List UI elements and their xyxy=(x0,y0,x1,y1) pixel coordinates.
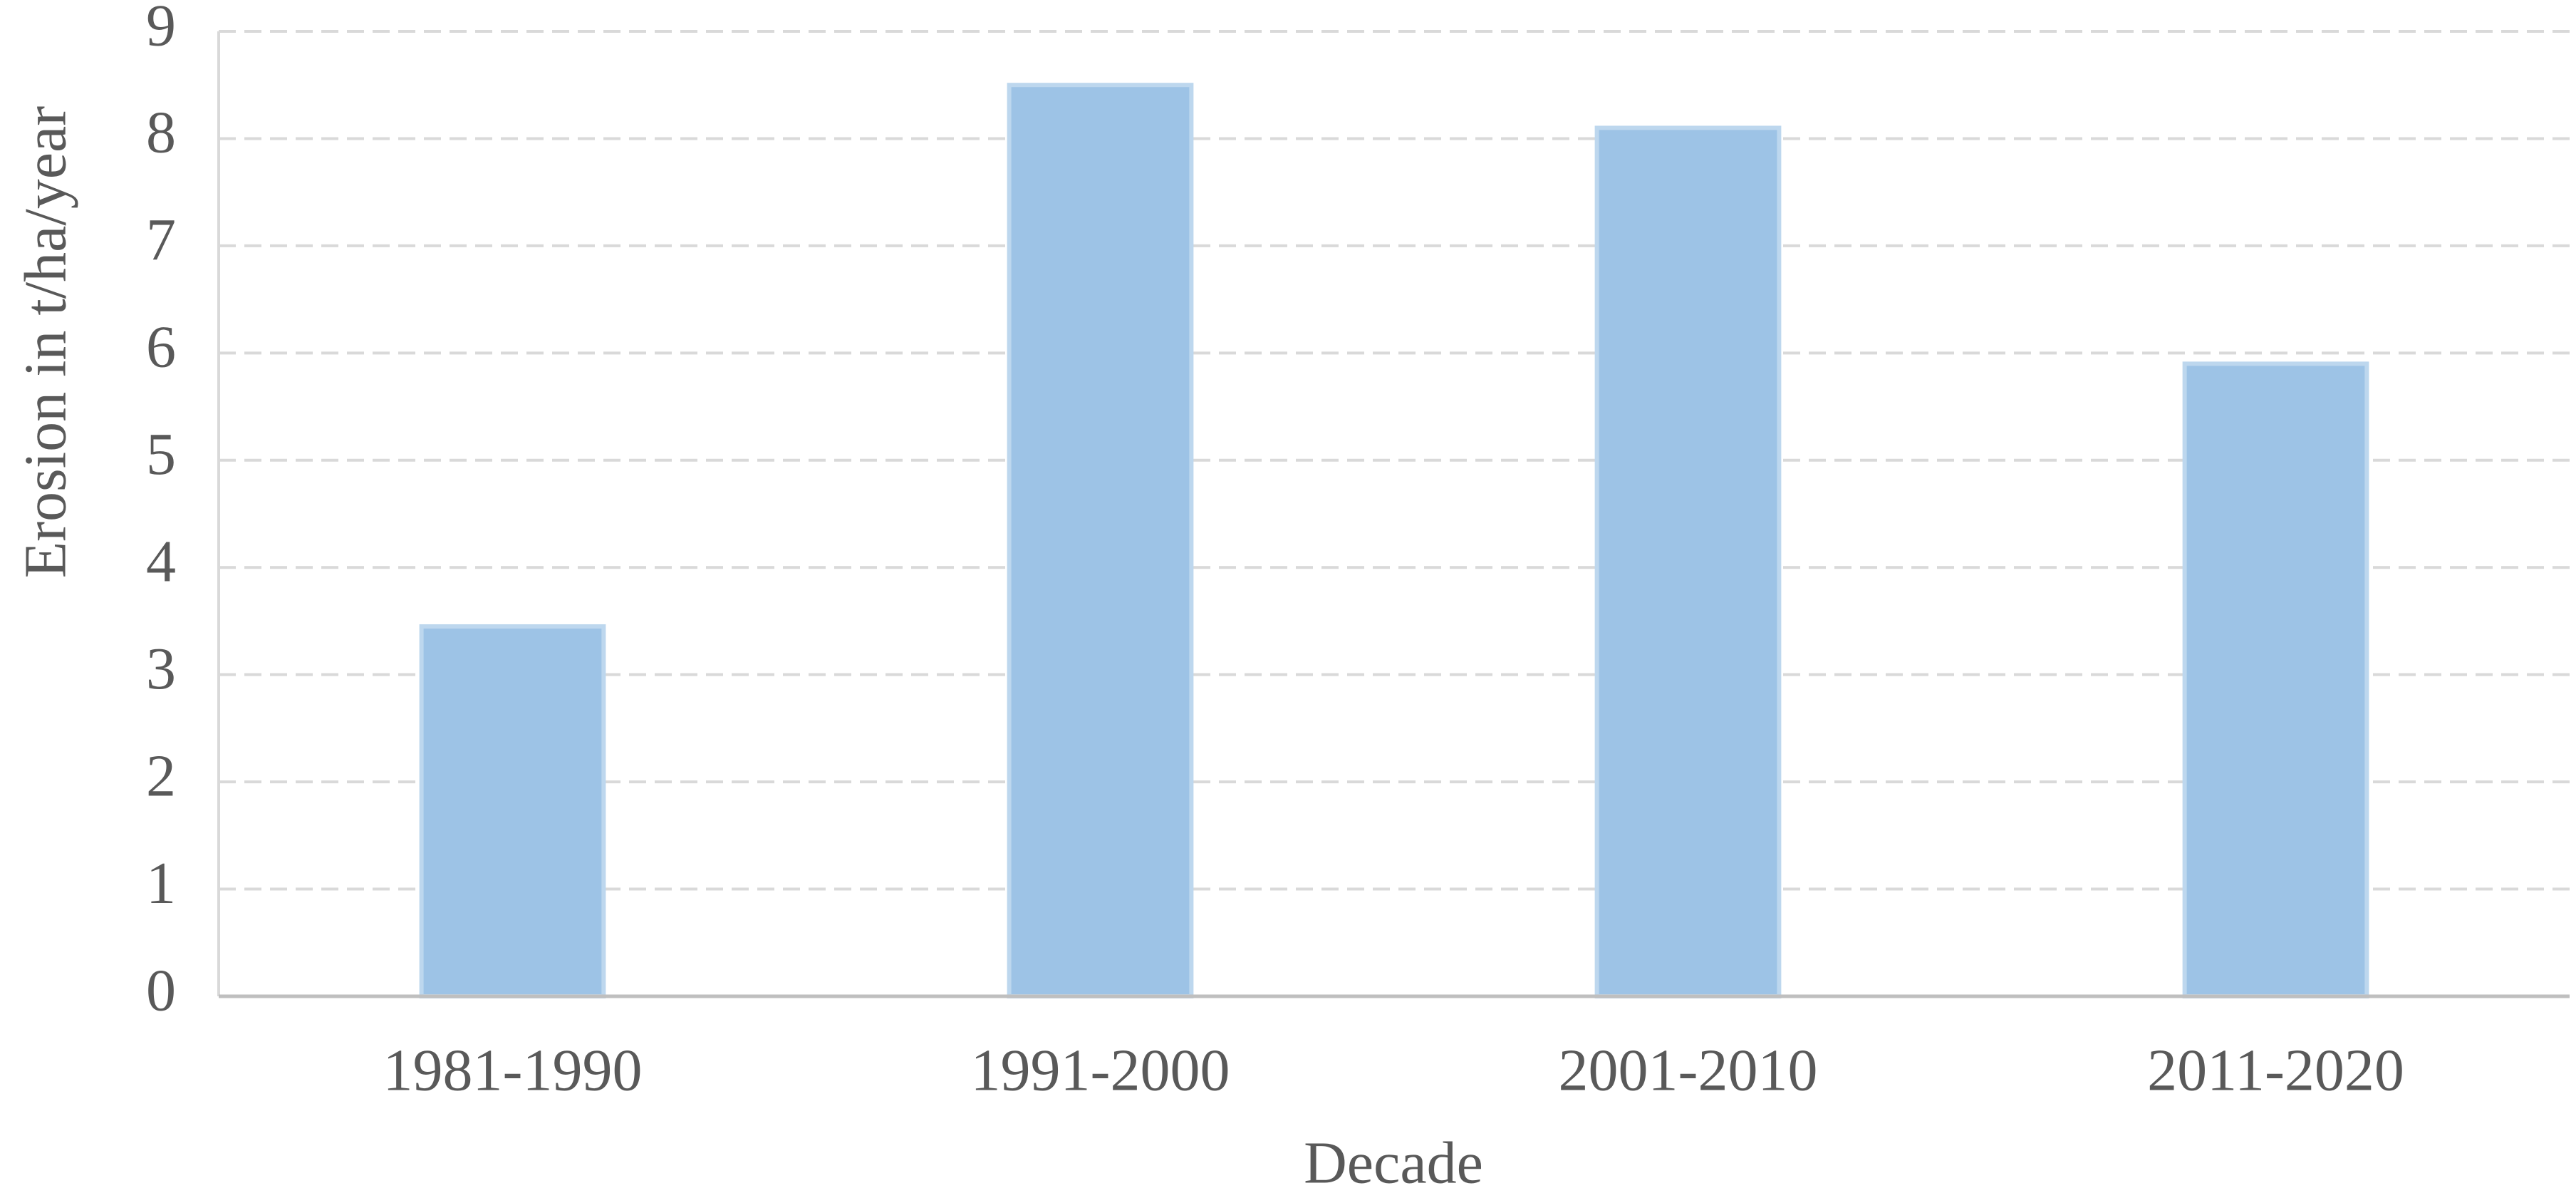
y-tick-label: 4 xyxy=(146,529,176,595)
y-tick-label: 6 xyxy=(146,314,176,381)
y-tick-label: 3 xyxy=(146,636,176,702)
bar xyxy=(419,624,606,998)
y-tick-label: 7 xyxy=(146,207,176,273)
y-axis-title: Erosion in t/ha/year xyxy=(12,106,78,579)
x-tick-label: 2001-2010 xyxy=(1559,1037,1818,1103)
y-tick-label: 0 xyxy=(146,957,176,1023)
x-axis-title: Decade xyxy=(1304,1130,1483,1193)
y-tick-label: 5 xyxy=(146,421,176,487)
y-tick-label: 2 xyxy=(146,743,176,809)
x-tick-label: 1991-2000 xyxy=(971,1037,1230,1103)
y-tick-label: 1 xyxy=(146,850,176,916)
y-tick-label: 8 xyxy=(146,100,176,166)
x-tick-label: 2011-2020 xyxy=(2147,1037,2404,1103)
bar xyxy=(1007,83,1194,999)
x-tick-label: 1981-1990 xyxy=(383,1037,643,1103)
bar xyxy=(1594,125,1782,998)
y-tick-label: 9 xyxy=(146,0,176,58)
bar xyxy=(2182,361,2369,998)
